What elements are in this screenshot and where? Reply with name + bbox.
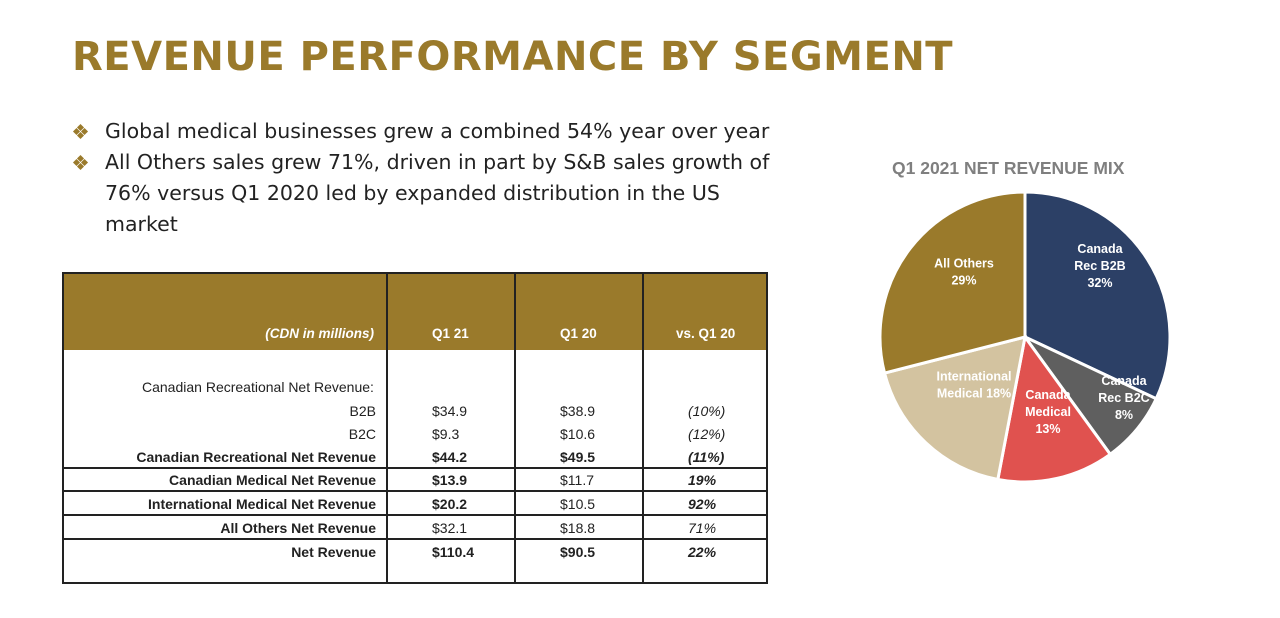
cell-q121: $44.2 (432, 449, 468, 465)
page-title: REVENUE PERFORMANCE BY SEGMENT (72, 34, 954, 80)
bullet-list: Global medical businesses grew a combine… (72, 116, 794, 240)
bullet-item: All Others sales grew 71%, driven in par… (72, 147, 794, 240)
diamond-bullet-icon (72, 123, 89, 140)
bullet-text: 76% versus Q1 2020 led by expanded distr… (105, 181, 720, 236)
row-divider (64, 538, 766, 540)
revenue-mix-pie-chart: Canada Rec B2B 32% Canada Rec B2C 8% Canada Med… (878, 190, 1172, 484)
cell-vs: (12%) (688, 426, 726, 442)
cell-q121: $20.2 (432, 496, 468, 512)
column-header-q121: Q1 21 (432, 326, 469, 341)
row-divider (64, 490, 766, 492)
pie-slice-label: Canada Rec B2C 8% (1098, 374, 1149, 422)
cell-vs: 92% (688, 496, 717, 512)
units-label: (CDN in millions) (265, 326, 374, 341)
cell-vs: 19% (688, 472, 717, 488)
bullet-text: All Others sales grew 71%, driven in par… (105, 150, 770, 174)
cell-q120: $38.9 (560, 403, 596, 419)
row-label: All Others Net Revenue (220, 520, 376, 536)
pie-slice (878, 190, 1027, 375)
cell-vs: 22% (688, 544, 717, 560)
cell-q121: $110.4 (432, 544, 475, 560)
pie-slice-label: Canada Medical 13% (1025, 388, 1072, 436)
cell-vs: (11%) (688, 449, 725, 465)
section-label: Canadian Recreational Net Revenue: (142, 379, 374, 395)
pie-slice-label: All Others 29% (934, 257, 994, 288)
column-header-vs: vs. Q1 20 (676, 326, 736, 341)
row-label: Net Revenue (291, 544, 376, 560)
revenue-table: (CDN in millions) Q1 21 Q1 20 vs. Q1 20 … (62, 272, 768, 584)
pie-slice (1023, 190, 1172, 401)
column-divider (642, 274, 644, 582)
cell-vs: 71% (688, 520, 717, 536)
column-header-q120: Q1 20 (560, 326, 597, 341)
cell-q120: $49.5 (560, 449, 596, 465)
table-header: (CDN in millions) Q1 21 Q1 20 vs. Q1 20 (64, 274, 766, 350)
cell-q121: $34.9 (432, 403, 468, 419)
cell-q120: $10.5 (560, 496, 596, 512)
bullet-item: Global medical businesses grew a combine… (72, 116, 794, 147)
row-divider (64, 514, 766, 516)
cell-q120: $90.5 (560, 544, 596, 560)
bullet-text: Global medical businesses grew a combine… (105, 119, 770, 143)
row-label: B2C (348, 426, 376, 442)
chart-title: Q1 2021 NET REVENUE MIX (892, 158, 1125, 178)
row-label: International Medical Net Revenue (148, 496, 376, 512)
cell-q121: $9.3 (432, 426, 460, 442)
row-label: B2B (349, 403, 376, 419)
row-label: Canadian Recreational Net Revenue (136, 449, 376, 465)
row-label: Canadian Medical Net Revenue (169, 472, 376, 488)
cell-q120: $10.6 (560, 426, 596, 442)
pie-slice (882, 334, 1027, 482)
column-divider (386, 274, 388, 582)
cell-q121: $13.9 (432, 472, 468, 488)
cell-q120: $18.8 (560, 520, 596, 536)
column-divider (514, 274, 516, 582)
pie-slice (996, 333, 1113, 484)
cell-q120: $11.7 (560, 472, 594, 488)
cell-vs: (10%) (688, 403, 726, 419)
diamond-bullet-icon (72, 154, 89, 171)
cell-q121: $32.1 (432, 520, 468, 536)
pie-slice-label: International Medical 18% (936, 370, 1011, 401)
pie-slice-label: Canada Rec B2B 32% (1074, 242, 1125, 290)
row-divider (64, 467, 766, 469)
